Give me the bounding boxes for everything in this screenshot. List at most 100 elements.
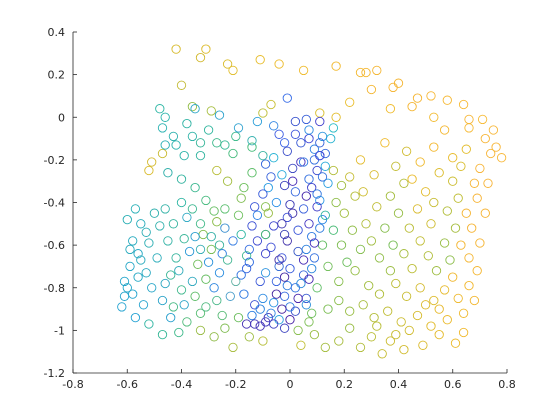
data-point	[157, 123, 168, 133]
data-point	[464, 114, 474, 125]
data-point	[429, 295, 439, 306]
data-point	[255, 276, 265, 287]
data-point	[174, 266, 184, 276]
data-point	[190, 291, 200, 301]
data-point	[163, 236, 173, 246]
y-axis: -1.2 -1 -0.8 -0.6 -0.4 -0.2 0 0.2 0.4	[44, 26, 77, 380]
data-point	[304, 125, 314, 135]
data-point	[212, 217, 222, 227]
data-point	[266, 308, 276, 318]
data-point	[391, 278, 401, 289]
data-point	[195, 150, 206, 161]
data-point	[488, 125, 499, 135]
data-point	[475, 238, 485, 248]
data-point	[247, 310, 257, 321]
x-tick-label: 0.2	[336, 378, 354, 391]
data-point	[168, 131, 179, 142]
data-point	[304, 219, 314, 229]
data-point	[157, 148, 168, 159]
data-point	[290, 129, 301, 139]
data-point	[279, 272, 290, 282]
data-point	[366, 236, 377, 246]
plot-background	[73, 32, 507, 373]
data-point	[296, 340, 306, 350]
data-point	[182, 212, 192, 223]
data-point	[195, 308, 206, 318]
data-point	[315, 138, 325, 148]
data-point	[255, 304, 265, 314]
data-point	[309, 253, 320, 263]
data-point	[304, 274, 314, 284]
data-point	[369, 312, 379, 323]
data-point	[364, 280, 374, 291]
data-point	[331, 61, 341, 71]
data-point	[244, 244, 254, 255]
data-point	[271, 276, 282, 287]
data-point	[328, 225, 339, 235]
data-point	[220, 323, 230, 333]
data-point	[166, 312, 176, 323]
data-point	[372, 65, 382, 76]
data-point	[298, 255, 309, 265]
data-point	[233, 210, 244, 220]
data-point	[309, 329, 320, 340]
data-point	[203, 257, 214, 267]
data-point	[383, 306, 393, 316]
data-point	[334, 336, 344, 346]
data-point	[260, 268, 271, 278]
data-point	[155, 221, 165, 231]
data-point	[448, 176, 458, 186]
data-point	[475, 163, 485, 174]
data-point	[269, 298, 279, 308]
data-point	[258, 336, 268, 346]
data-point	[252, 116, 263, 127]
data-point	[369, 170, 379, 180]
data-point	[426, 219, 436, 229]
y-tick-label: 0.2	[48, 69, 66, 82]
data-point	[141, 268, 151, 278]
data-point	[317, 172, 328, 182]
data-point	[412, 93, 423, 103]
data-point	[407, 263, 417, 274]
data-point	[217, 310, 227, 321]
data-point	[277, 219, 287, 229]
data-point	[298, 204, 309, 214]
data-point	[480, 133, 490, 144]
data-point	[480, 208, 490, 218]
data-point	[138, 300, 149, 310]
y-tick-label: -1	[54, 324, 65, 337]
data-point	[260, 229, 271, 240]
data-point	[328, 165, 339, 176]
data-point	[201, 195, 211, 206]
data-point	[323, 261, 333, 272]
data-point	[358, 300, 368, 310]
data-point	[171, 140, 181, 150]
data-point	[339, 208, 349, 218]
data-point	[293, 225, 303, 235]
data-point	[190, 104, 200, 114]
data-point	[222, 176, 233, 186]
data-point	[307, 308, 317, 318]
data-point	[456, 161, 466, 171]
data-point	[244, 257, 254, 267]
data-point	[247, 221, 257, 231]
data-point	[404, 223, 414, 233]
data-point	[442, 206, 452, 216]
data-point	[496, 153, 507, 163]
data-point	[201, 44, 211, 54]
data-point	[388, 240, 398, 250]
data-points	[117, 44, 507, 359]
data-point	[266, 172, 276, 182]
data-point	[128, 236, 138, 246]
data-point	[420, 300, 431, 310]
data-point	[426, 91, 436, 101]
data-point	[358, 187, 368, 197]
x-tick-label: 0.8	[498, 378, 516, 391]
data-point	[176, 80, 187, 90]
data-point	[187, 101, 198, 112]
data-point	[461, 144, 471, 154]
data-point	[361, 219, 371, 229]
data-point	[385, 266, 396, 276]
data-point	[144, 165, 154, 176]
data-point	[301, 114, 311, 125]
